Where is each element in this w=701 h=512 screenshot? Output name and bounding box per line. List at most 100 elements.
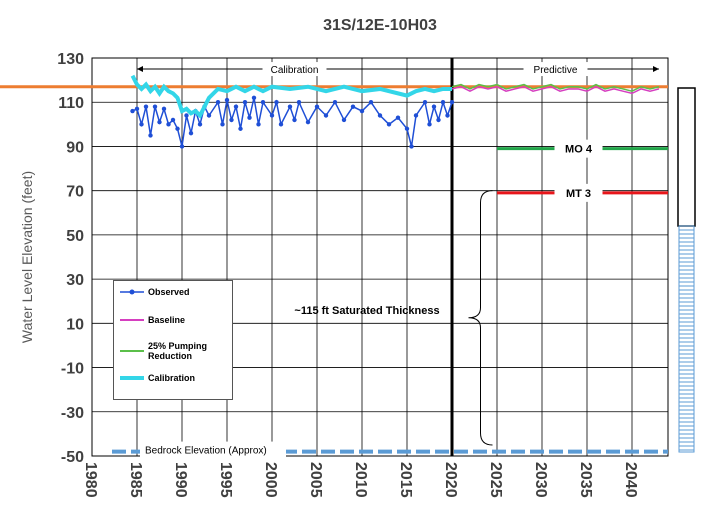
x-tick-label: 2030 bbox=[532, 462, 549, 498]
y-tick-label: 130 bbox=[57, 51, 84, 68]
data-point bbox=[292, 118, 296, 122]
data-point bbox=[432, 104, 436, 108]
arrow-head bbox=[137, 66, 143, 72]
y-tick-label: -10 bbox=[61, 361, 84, 378]
data-point bbox=[351, 104, 355, 108]
x-tick-label: 1990 bbox=[172, 462, 189, 498]
data-point bbox=[414, 113, 418, 117]
legend-label: Baseline bbox=[148, 315, 226, 325]
data-point bbox=[441, 100, 445, 104]
x-tick-label: 2040 bbox=[622, 462, 639, 498]
data-point bbox=[333, 100, 337, 104]
period-label: Predictive bbox=[534, 65, 578, 76]
data-point bbox=[162, 107, 166, 111]
data-point bbox=[445, 113, 449, 117]
data-point bbox=[189, 131, 193, 135]
data-point bbox=[405, 127, 409, 131]
data-point bbox=[324, 113, 328, 117]
reference-label: MT 3 bbox=[566, 188, 591, 200]
data-point bbox=[135, 107, 139, 111]
data-point bbox=[157, 120, 161, 124]
legend-label: Observed bbox=[148, 287, 226, 297]
y-tick-label: 70 bbox=[66, 184, 84, 201]
data-point bbox=[342, 118, 346, 122]
x-tick-label: 2000 bbox=[262, 462, 279, 498]
data-point bbox=[274, 100, 278, 104]
legend-swatch bbox=[118, 287, 146, 297]
bedrock-label: Bedrock Elevation (Approx) bbox=[145, 446, 267, 457]
legend-swatch bbox=[118, 346, 146, 356]
data-point bbox=[409, 144, 413, 148]
data-point bbox=[450, 100, 454, 104]
data-point bbox=[270, 113, 274, 117]
data-point bbox=[153, 104, 157, 108]
chart-page: 31S/12E-10H03 Water Level Elevation (fee… bbox=[0, 0, 701, 512]
data-point bbox=[139, 122, 143, 126]
chart: 31S/12E-10H03 Water Level Elevation (fee… bbox=[0, 0, 701, 512]
data-point bbox=[252, 96, 256, 100]
data-point bbox=[427, 122, 431, 126]
legend-swatch bbox=[118, 315, 146, 325]
data-point bbox=[306, 120, 310, 124]
y-tick-label: 90 bbox=[66, 139, 84, 156]
data-point bbox=[243, 100, 247, 104]
data-point bbox=[180, 144, 184, 148]
data-point bbox=[315, 104, 319, 108]
period-label: Calibration bbox=[271, 65, 319, 76]
data-point bbox=[130, 109, 134, 113]
x-tick-label: 1985 bbox=[127, 462, 144, 498]
data-point bbox=[184, 113, 188, 117]
data-point bbox=[261, 100, 265, 104]
x-tick-label: 1980 bbox=[82, 462, 99, 498]
arrow-head bbox=[653, 66, 659, 72]
series-line bbox=[133, 76, 453, 116]
x-tick-label: 2020 bbox=[442, 462, 459, 498]
brace bbox=[469, 191, 493, 445]
well-diagram bbox=[678, 88, 695, 452]
legend-label: 25% Pumping Reduction bbox=[148, 341, 226, 361]
legend: Observed Baseline 25% Pumping Reduction Cal… bbox=[113, 280, 233, 400]
data-point bbox=[148, 133, 152, 137]
data-point bbox=[225, 98, 229, 102]
x-tick-label: 2035 bbox=[577, 462, 594, 498]
reference-label: MO 4 bbox=[565, 144, 593, 156]
legend-swatch bbox=[118, 373, 146, 383]
data-point bbox=[256, 122, 260, 126]
data-point bbox=[396, 116, 400, 120]
legend-item: 25% Pumping Reduction bbox=[118, 341, 230, 361]
data-point bbox=[234, 104, 238, 108]
y-tick-label: 50 bbox=[66, 228, 84, 245]
data-point bbox=[369, 100, 373, 104]
data-point bbox=[423, 100, 427, 104]
chart-title: 31S/12E-10H03 bbox=[323, 17, 437, 34]
data-point bbox=[288, 104, 292, 108]
y-axis-label: Water Level Elevation (feet) bbox=[19, 171, 35, 343]
data-point bbox=[387, 122, 391, 126]
data-point bbox=[166, 122, 170, 126]
data-point bbox=[198, 122, 202, 126]
thickness-label: ~115 ft Saturated Thickness bbox=[294, 305, 439, 317]
x-tick-label: 2025 bbox=[487, 462, 504, 498]
y-tick-label: -50 bbox=[61, 449, 84, 466]
data-point bbox=[247, 116, 251, 120]
y-tick-label: 10 bbox=[66, 316, 84, 333]
data-point bbox=[171, 118, 175, 122]
data-point bbox=[297, 100, 301, 104]
x-tick-label: 2005 bbox=[307, 462, 324, 498]
data-point bbox=[229, 118, 233, 122]
data-point bbox=[378, 113, 382, 117]
x-tick-label: 1995 bbox=[217, 462, 234, 498]
data-point bbox=[207, 113, 211, 117]
x-tick-label: 2015 bbox=[397, 462, 414, 498]
data-point bbox=[175, 127, 179, 131]
legend-label: Calibration bbox=[148, 373, 226, 383]
data-point bbox=[360, 109, 364, 113]
x-tick-label: 2010 bbox=[352, 462, 369, 498]
data-point bbox=[238, 127, 242, 131]
legend-item: Baseline bbox=[118, 315, 230, 325]
data-point bbox=[279, 122, 283, 126]
y-tick-label: -30 bbox=[61, 405, 84, 422]
data-point bbox=[144, 104, 148, 108]
data-point bbox=[220, 122, 224, 126]
data-point bbox=[436, 118, 440, 122]
